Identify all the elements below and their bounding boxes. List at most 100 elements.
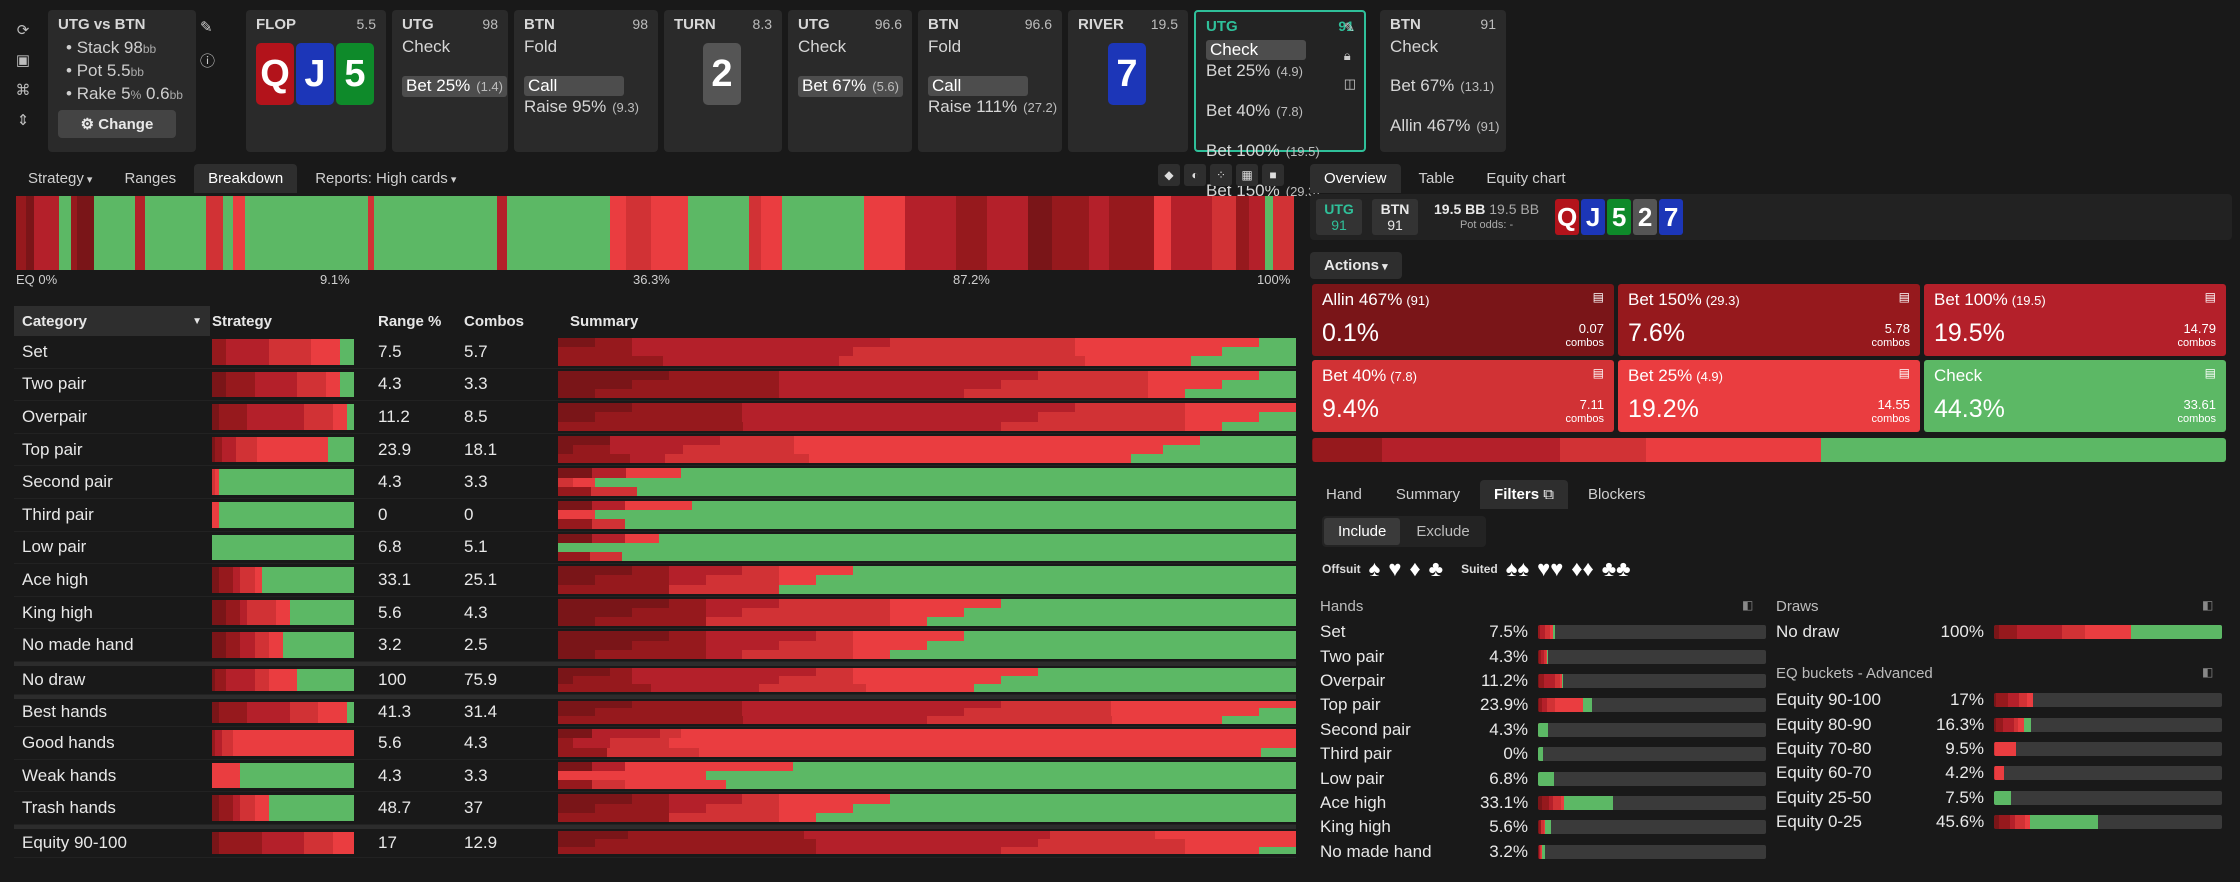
street-action[interactable]: Raise 95% (9.3) (524, 97, 648, 118)
tab-strategy[interactable]: Strategy (14, 164, 106, 193)
street-action[interactable]: Check (1390, 37, 1496, 57)
table-row[interactable]: Third pair 0 0 (14, 499, 1296, 532)
header-range[interactable]: Range % (378, 312, 442, 330)
tab-table[interactable]: Table (1418, 170, 1455, 187)
street-panel-8[interactable]: BTN 91 Check Bet 67% (13.1) Allin 467% (91) (1380, 10, 1506, 152)
street-panel-5[interactable]: BTN 96.6 Fold Call Raise 111% (27.2) (918, 10, 1062, 152)
table-row[interactable]: Top pair 23.9 18.1 (14, 434, 1296, 467)
draws-panel-icon[interactable]: ◧ (2202, 598, 2214, 612)
table-row[interactable]: Set 7.5 5.7 (14, 336, 1296, 369)
tab-ranges[interactable]: Ranges (124, 170, 177, 187)
table-row[interactable]: Good hands 5.6 4.3 (14, 727, 1296, 760)
street-action[interactable]: Check (402, 37, 498, 57)
notes-icon[interactable]: ▤ (2204, 290, 2216, 304)
table-row[interactable]: Trash hands 48.7 37 (14, 792, 1296, 825)
lock-icon[interactable]: 🔒︎ (1343, 48, 1351, 63)
contrast-icon[interactable]: ◐ (1184, 164, 1206, 186)
compact-icon[interactable]: ⁘ (1210, 164, 1232, 186)
street-action[interactable]: Call (928, 76, 1028, 96)
tab-breakdown[interactable]: Breakdown (194, 164, 298, 193)
filter-row[interactable]: Overpair 11.2% (1320, 669, 1766, 693)
hands-panel-icon[interactable]: ◧ (1742, 598, 1754, 612)
edit-icon[interactable]: ✎ (200, 19, 213, 36)
street-panel-2[interactable]: BTN 98 Fold Call Raise 95% (9.3) (514, 10, 658, 152)
street-panel-1[interactable]: UTG 98 Check Bet 25% (1.4) (392, 10, 508, 152)
info-icon[interactable]: ⓘ (200, 53, 216, 70)
street-action[interactable]: Bet 67% (13.1) (1390, 76, 1496, 97)
filter-row[interactable]: Top pair 23.9% (1320, 693, 1766, 717)
tab-equity-chart[interactable]: Equity chart (1486, 170, 1566, 187)
street-action[interactable]: Call (524, 76, 624, 96)
street-action[interactable]: Fold (928, 37, 1052, 57)
include-button[interactable]: Include (1324, 518, 1401, 545)
action-tile[interactable]: Bet 100% (19.5) ▤ 19.5% 14.79 combos (1924, 284, 2226, 356)
table-row[interactable]: No made hand 3.2 2.5 (14, 629, 1296, 662)
filter-row[interactable]: Second pair 4.3% (1320, 718, 1766, 742)
notes-icon[interactable]: ▤ (2204, 366, 2216, 380)
action-tile[interactable]: Bet 40% (7.8) ▤ 9.4% 7.11 combos (1312, 360, 1614, 432)
cube-icon[interactable]: ◆ (1158, 164, 1180, 186)
notes-icon[interactable]: ▤ (1592, 290, 1604, 304)
edit-icon[interactable]: ✎ (1343, 20, 1355, 35)
split-icon[interactable]: ◫ (1343, 76, 1356, 91)
exclude-button[interactable]: Exclude (1416, 523, 1470, 540)
table-row[interactable]: Equity 90-100 17 12.9 (14, 824, 1296, 858)
actions-dropdown[interactable]: Actions (1310, 252, 1402, 279)
table-row[interactable]: Two pair 4.3 3.3 (14, 369, 1296, 402)
change-button[interactable]: ⚙ Change (58, 110, 176, 138)
collapse-icon[interactable]: ⇕ (16, 112, 30, 129)
tab-reports[interactable]: Reports: High cards (301, 164, 470, 193)
action-tile[interactable]: Allin 467% (91) ▤ 0.1% 0.07 combos (1312, 284, 1614, 356)
filter-row[interactable]: Equity 0-25 45.6% (1776, 810, 2222, 834)
heart-icon[interactable]: ♥ (1388, 556, 1402, 581)
action-tile[interactable]: Bet 25% (4.9) ▤ 19.2% 14.55 combos (1618, 360, 1920, 432)
grid-icon[interactable]: ▦ (1236, 164, 1258, 186)
header-category[interactable]: Category ▼ (14, 306, 210, 336)
street-action[interactable]: Check (1206, 40, 1306, 60)
street-action[interactable]: Bet 67% (5.6) (798, 76, 903, 97)
table-row[interactable]: Ace high 33.1 25.1 (14, 564, 1296, 597)
refresh-icon[interactable]: ⟳ (16, 22, 30, 39)
gamepad-icon[interactable]: ⌘ (15, 82, 31, 99)
table-row[interactable]: Second pair 4.3 3.3 (14, 466, 1296, 499)
club-icon[interactable]: ♣ (1428, 556, 1444, 581)
filter-row[interactable]: Low pair 6.8% (1320, 766, 1766, 790)
tab-filters[interactable]: Filters ⧉ (1480, 480, 1568, 509)
street-action[interactable]: Allin 467% (91) (1390, 116, 1499, 137)
action-tile[interactable]: Bet 150% (29.3) ▤ 7.6% 5.78 combos (1618, 284, 1920, 356)
suited-club-icon[interactable]: ♣♣ (1601, 556, 1631, 581)
filter-row[interactable]: No made hand 3.2% (1320, 840, 1766, 864)
table-row[interactable]: Overpair 11.2 8.5 (14, 401, 1296, 434)
filter-row[interactable]: No draw 100% (1776, 620, 2222, 644)
header-strategy[interactable]: Strategy (212, 312, 273, 330)
street-action[interactable]: Bet 25% (4.9) (1206, 61, 1354, 82)
notes-icon[interactable]: ▤ (1592, 366, 1604, 380)
table-row[interactable]: Best hands 41.3 31.4 (14, 694, 1296, 728)
street-action[interactable]: Bet 100% (19.5) (1206, 141, 1354, 162)
filter-row[interactable]: Equity 60-70 4.2% (1776, 761, 2222, 785)
notes-icon[interactable]: ▤ (1898, 366, 1910, 380)
table-row[interactable]: No draw 100 75.9 (14, 661, 1296, 695)
tab-summary[interactable]: Summary (1395, 486, 1461, 503)
street-action[interactable]: Raise 111% (27.2) (928, 97, 1057, 118)
street-panel-6[interactable]: RIVER 19.5 7 (1068, 10, 1188, 152)
filter-row[interactable]: Equity 80-90 16.3% (1776, 712, 2222, 736)
street-action[interactable]: Bet 25% (1.4) (402, 76, 507, 97)
notes-icon[interactable]: ▤ (1898, 290, 1910, 304)
filter-row[interactable]: Equity 70-80 9.5% (1776, 737, 2222, 761)
street-action[interactable]: Bet 40% (7.8) (1206, 101, 1354, 122)
spade-icon[interactable]: ♠ (1368, 556, 1381, 581)
table-row[interactable]: King high 5.6 4.3 (14, 597, 1296, 630)
suited-diamond-icon[interactable]: ♦♦ (1571, 556, 1594, 581)
tab-hand[interactable]: Hand (1326, 486, 1362, 503)
suited-heart-icon[interactable]: ♥♥ (1537, 556, 1564, 581)
square-icon[interactable]: ■ (1262, 164, 1284, 186)
diamond-icon[interactable]: ♦ (1409, 556, 1421, 581)
save-icon[interactable]: ▣ (15, 52, 31, 69)
filter-row[interactable]: Equity 90-100 17% (1776, 688, 2222, 712)
street-panel-0[interactable]: FLOP 5.5 Q J 5 (246, 10, 386, 152)
street-action[interactable]: Check (798, 37, 902, 57)
street-panel-7[interactable]: UTG 91 Check Bet 25% (4.9) Bet 40% (7.8) Bet 10… (1194, 10, 1366, 200)
tab-overview[interactable]: Overview (1310, 164, 1401, 193)
street-action[interactable]: Fold (524, 37, 648, 57)
